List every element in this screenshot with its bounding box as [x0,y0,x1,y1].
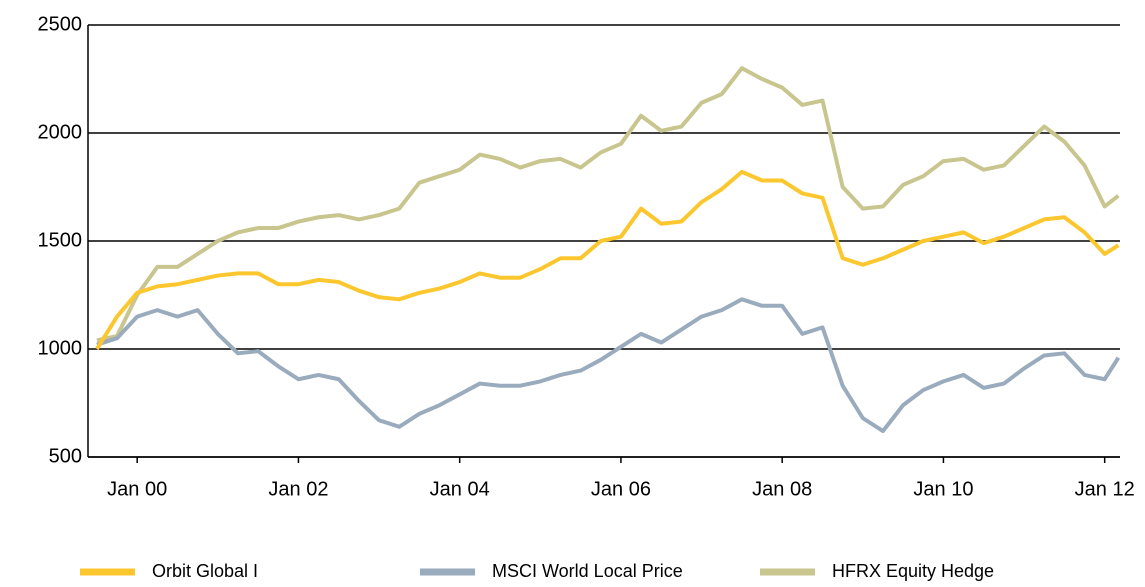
x-tick-label: Jan 00 [107,478,167,500]
x-tick-label: Jan 10 [913,478,973,500]
y-tick-label: 2500 [38,13,83,35]
series-line [96,66,1120,343]
x-tick-label: Jan 12 [1075,478,1135,500]
legend-label: Orbit Global I [152,561,258,581]
legend-label: HFRX Equity Hedge [832,561,994,581]
series-line [95,169,1120,351]
x-tick-label: Jan 06 [591,478,651,500]
legend-label: MSCI World Local Price [492,561,683,581]
x-tick-label: Jan 08 [752,478,812,500]
y-tick-label: 1500 [38,229,83,251]
y-tick-label: 1000 [38,337,83,359]
y-tick-label: 2000 [38,121,83,143]
y-tick-label: 500 [49,445,82,467]
x-tick-label: Jan 02 [268,478,328,500]
x-tick-label: Jan 04 [430,478,490,500]
series-line [96,297,1121,434]
